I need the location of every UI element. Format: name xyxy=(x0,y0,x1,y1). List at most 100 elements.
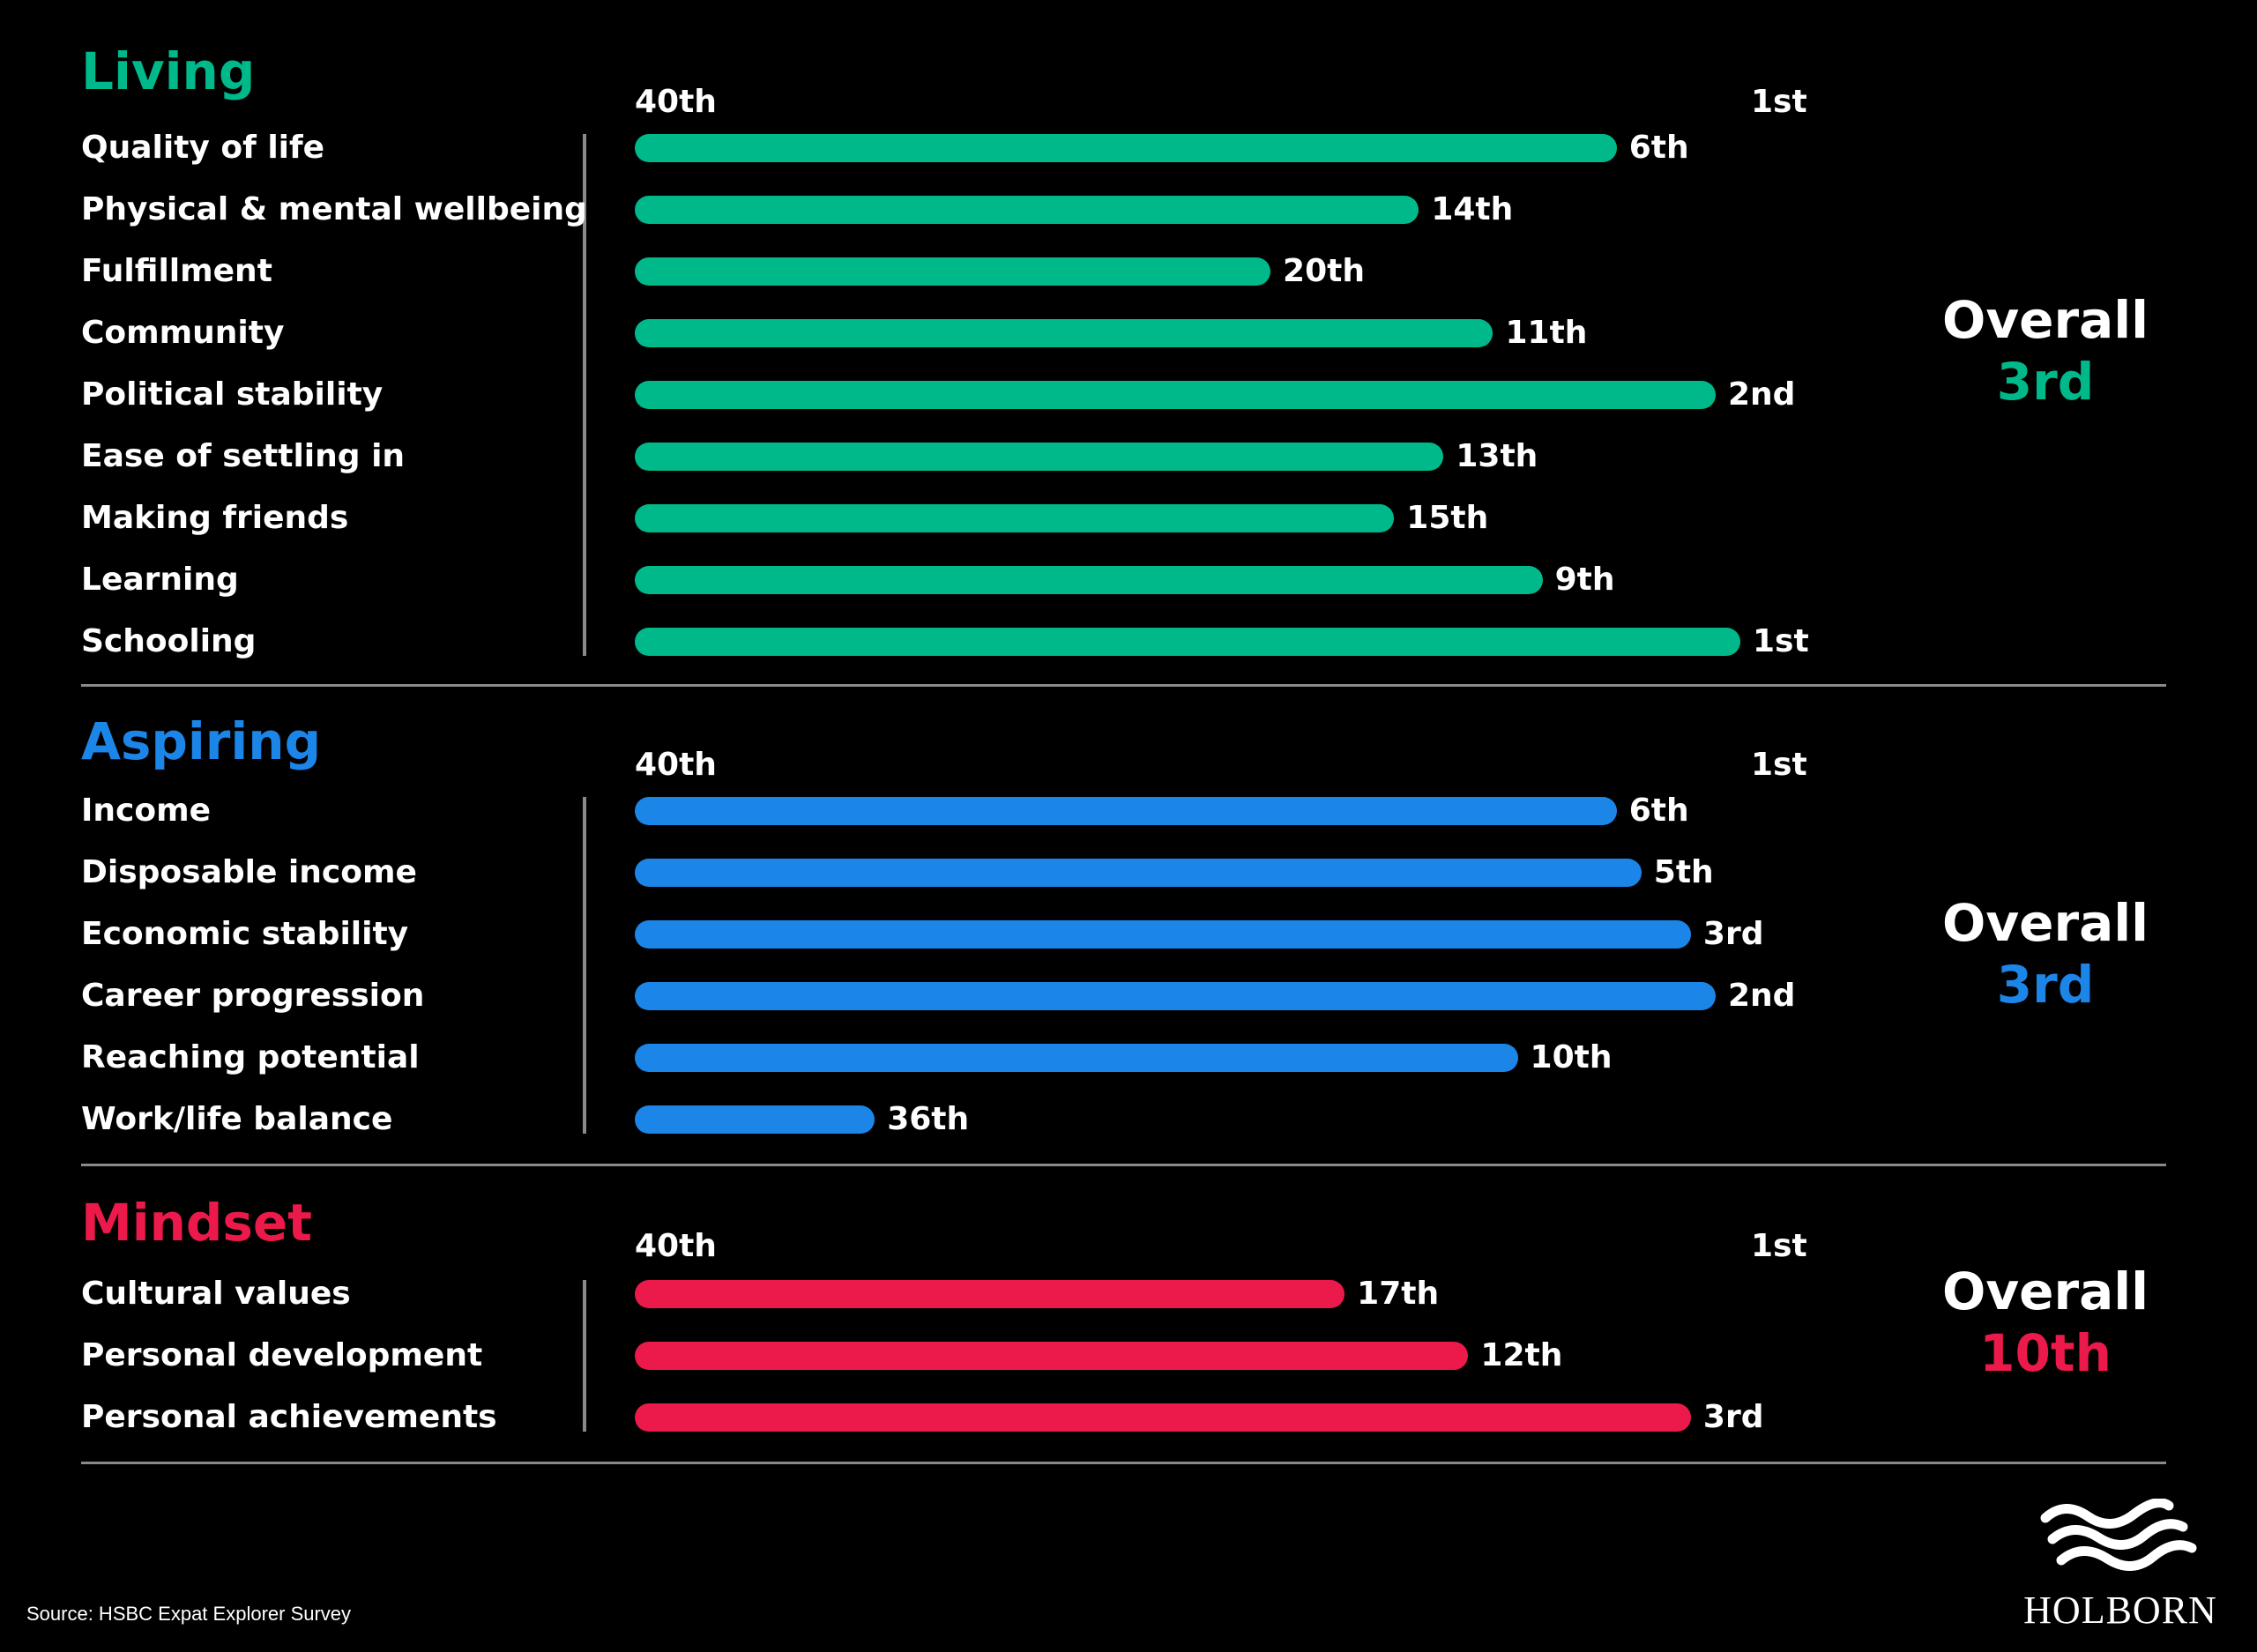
bar-row: Physical & mental wellbeing 14th xyxy=(0,194,2257,256)
bar xyxy=(635,628,1740,656)
aspiring-axis-line xyxy=(583,797,586,1134)
bar-track xyxy=(635,1105,1740,1134)
rank-label: 9th xyxy=(1554,562,1615,598)
bar-row: Personal development 12th xyxy=(0,1340,2257,1402)
bar-track xyxy=(635,1280,1740,1308)
bar-track xyxy=(635,504,1740,532)
bar-track xyxy=(635,628,1740,656)
bar-track xyxy=(635,319,1740,347)
bar-row: Making friends 15th xyxy=(0,502,2257,564)
category-label: Income xyxy=(81,793,212,829)
bar-track xyxy=(635,1342,1740,1370)
bar-row: Reaching potential 10th xyxy=(0,1042,2257,1104)
overall-label: Overall xyxy=(1942,1261,2149,1321)
bar-row: Schooling 1st xyxy=(0,626,2257,688)
aspiring-title: Aspiring xyxy=(81,711,322,771)
rank-label: 6th xyxy=(1628,793,1689,829)
rank-label: 15th xyxy=(1406,500,1489,536)
category-label: Schooling xyxy=(81,623,257,659)
bar xyxy=(635,1280,1345,1308)
bar-row: Income 6th xyxy=(0,795,2257,857)
bar-row: Community 11th xyxy=(0,317,2257,379)
bar-track xyxy=(635,797,1740,825)
bar-track xyxy=(635,134,1740,162)
category-label: Reaching potential xyxy=(81,1039,420,1075)
rank-label: 1st xyxy=(1753,623,1809,659)
category-label: Quality of life xyxy=(81,130,325,166)
bar-row: Learning 9th xyxy=(0,564,2257,626)
bar xyxy=(635,982,1716,1010)
category-label: Learning xyxy=(81,562,239,598)
category-label: Disposable income xyxy=(81,854,417,890)
mindset-axis-line xyxy=(583,1280,586,1432)
mindset-title: Mindset xyxy=(81,1193,312,1253)
bar xyxy=(635,381,1716,409)
rank-label: 36th xyxy=(887,1101,970,1137)
category-label: Work/life balance xyxy=(81,1101,393,1137)
bar-row: Quality of life 6th xyxy=(0,132,2257,194)
bar-row: Economic stability 3rd xyxy=(0,919,2257,980)
category-label: Personal achievements xyxy=(81,1399,497,1435)
rank-label: 6th xyxy=(1628,130,1689,166)
bar-track xyxy=(635,1403,1740,1432)
bar-row: Ease of settling in 13th xyxy=(0,441,2257,502)
category-label: Fulfillment xyxy=(81,253,272,289)
rank-label: 2nd xyxy=(1727,376,1796,413)
category-label: Political stability xyxy=(81,376,384,413)
bar xyxy=(635,196,1419,224)
bar xyxy=(635,1105,875,1134)
logo-text: HOLBORN xyxy=(2023,1589,2217,1632)
mindset-overall: Overall 10th xyxy=(1940,1266,2151,1379)
rank-label: 3rd xyxy=(1702,916,1764,952)
bar xyxy=(635,566,1543,594)
bar-row: Political stability 2nd xyxy=(0,379,2257,441)
bar xyxy=(635,134,1617,162)
category-label: Career progression xyxy=(81,978,425,1014)
rank-label: 13th xyxy=(1456,438,1538,474)
bar-track xyxy=(635,443,1740,471)
bar xyxy=(635,1403,1691,1432)
source-note: Source: HSBC Expat Explorer Survey xyxy=(26,1603,352,1625)
category-label: Making friends xyxy=(81,500,349,536)
bar-row: Cultural values 17th xyxy=(0,1278,2257,1340)
category-label: Ease of settling in xyxy=(81,438,406,474)
bar-track xyxy=(635,920,1740,949)
bar-track xyxy=(635,859,1740,887)
bar xyxy=(635,859,1642,887)
bar-track xyxy=(635,381,1740,409)
rank-label: 14th xyxy=(1431,191,1514,227)
aspiring-overall: Overall 3rd xyxy=(1940,897,2151,1010)
rank-label: 17th xyxy=(1357,1276,1440,1312)
bar xyxy=(635,1342,1469,1370)
aspiring-overall-rank: 3rd xyxy=(1996,955,2095,1015)
bar-row: Personal achievements 3rd xyxy=(0,1402,2257,1463)
rank-label: 5th xyxy=(1653,854,1714,890)
category-label: Physical & mental wellbeing xyxy=(81,191,587,227)
rank-label: 2nd xyxy=(1727,978,1796,1014)
section-divider xyxy=(81,1164,2166,1166)
holborn-logo: HOLBORN xyxy=(2010,1498,2231,1632)
rank-label: 10th xyxy=(1530,1039,1613,1075)
bar-row: Career progression 2nd xyxy=(0,980,2257,1042)
aspiring-axis-max-label: 1st xyxy=(1751,747,1807,783)
bar xyxy=(635,257,1271,286)
category-label: Community xyxy=(81,315,285,351)
mindset-axis-min-label: 40th xyxy=(635,1228,717,1264)
bar xyxy=(635,443,1444,471)
living-overall-rank: 3rd xyxy=(1996,352,2095,412)
living-axis-min-label: 40th xyxy=(635,84,717,120)
mindset-axis-max-label: 1st xyxy=(1751,1228,1807,1264)
bar xyxy=(635,920,1691,949)
bar-track xyxy=(635,196,1740,224)
waves-icon xyxy=(2040,1498,2197,1571)
rank-label: 20th xyxy=(1283,253,1365,289)
bar-track xyxy=(635,982,1740,1010)
category-label: Cultural values xyxy=(81,1276,351,1312)
living-title: Living xyxy=(81,41,256,101)
aspiring-axis-min-label: 40th xyxy=(635,747,717,783)
bar-track xyxy=(635,257,1740,286)
category-label: Economic stability xyxy=(81,916,409,952)
overall-label: Overall xyxy=(1942,893,2149,953)
living-axis-max-label: 1st xyxy=(1751,84,1807,120)
bar xyxy=(635,319,1493,347)
